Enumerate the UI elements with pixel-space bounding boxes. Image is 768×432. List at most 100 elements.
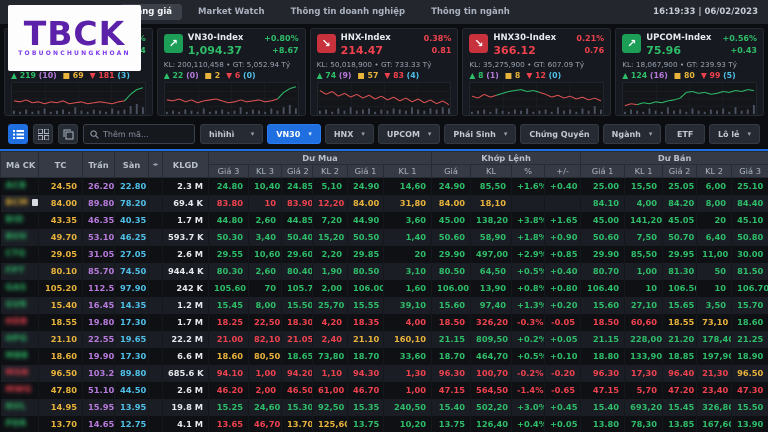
symbol-label: MBB xyxy=(5,351,29,361)
cell: 27,10 xyxy=(624,296,664,314)
index-card-upcom-index[interactable]: ↗ UPCOM-Index 75.96 +0.56% +0.43 KL: 18,067,9… xyxy=(615,28,764,116)
grid-icon xyxy=(37,128,49,140)
filter-chứng-quyền[interactable]: Chứng Quyền xyxy=(520,124,599,144)
ticker-search[interactable] xyxy=(83,124,195,144)
cell: 13.80 xyxy=(580,415,626,432)
symbol-cell[interactable]: HDB xyxy=(0,313,39,331)
index-card-hnx30-index[interactable]: ↘ HNX30-Index 366.12 0.21% 0.76 KL: 35,275,90… xyxy=(462,28,612,116)
cell: 33,60 xyxy=(383,347,433,365)
table-row-nvl[interactable]: NVL 14.95 15.95 13.95 19.8 M 15.25 24,60 15.30 9… xyxy=(0,398,768,416)
cell: 19.8 M xyxy=(162,398,209,416)
symbol-cell[interactable]: BID xyxy=(0,211,39,229)
table-row-pdr[interactable]: PDR 13.70 14.65 12.75 4.1 M 13.65 46,70 13.70 12… xyxy=(0,415,768,432)
cell: 94.20 xyxy=(281,364,313,382)
filter-vn30[interactable]: VN30 ▾ xyxy=(267,124,321,144)
cell: -0.05 xyxy=(544,313,582,331)
symbol-cell[interactable]: MBB xyxy=(0,347,39,365)
column-splitter[interactable]: ◂▸ xyxy=(148,151,163,178)
cell: 24.90 xyxy=(431,177,472,195)
cell: 84.10 xyxy=(580,194,626,212)
cell: 47.15 xyxy=(580,381,626,399)
tab-thông-tin-ngành[interactable]: Thông tin ngành xyxy=(431,7,510,17)
splitter-cell xyxy=(148,262,163,280)
table-row-ctg[interactable]: CTG 29.05 31.05 27.05 2.6 M 29.55 10,60 29.60 2,… xyxy=(0,245,768,263)
filter-etf[interactable]: ETF xyxy=(665,124,705,144)
table-row-bcm[interactable]: BCM 84.00 89.80 78.20 69.4 K 83.80 10 83.90 12,2… xyxy=(0,194,768,212)
table-row-bid[interactable]: BID 43.35 46.35 40.35 1.7 M 44.80 2,60 44.85 7,2… xyxy=(0,211,768,229)
table-row-hpg[interactable]: HPG 21.10 22.55 19.65 22.2 M 21.00 82,10 21.05 2… xyxy=(0,330,768,348)
index-card-hnx-index[interactable]: ↘ HNX-Index 214.47 0.38% 0.81 KL: 50,018,900 … xyxy=(309,28,459,116)
symbol-cell[interactable]: FPT xyxy=(0,262,39,280)
symbol-cell[interactable]: PDR xyxy=(0,415,39,432)
list-view-button[interactable] xyxy=(8,124,28,144)
symbol-cell[interactable]: ACB xyxy=(0,177,39,195)
index-change-abs: +8.67 xyxy=(272,46,299,55)
symbol-cell[interactable]: BVH xyxy=(0,228,39,246)
filter-label: UPCOM xyxy=(386,129,420,139)
symbol-cell[interactable]: MWG xyxy=(0,381,39,399)
cell: 83.80 xyxy=(208,194,249,212)
cell: -0.65 xyxy=(544,381,582,399)
cell: 693,20 xyxy=(624,398,664,416)
cell: 126,40 xyxy=(470,415,513,432)
tab-thông-tin-doanh-nghiệp[interactable]: Thông tin doanh nghiệp xyxy=(290,7,406,17)
cell: 944.4 K xyxy=(162,262,209,280)
splitter-cell xyxy=(148,330,163,348)
cell: 29.05 xyxy=(38,245,83,263)
symbol-cell[interactable]: GAS xyxy=(0,279,39,297)
cell: 78,30 xyxy=(624,415,664,432)
unchanged-count: ■ 69 xyxy=(62,71,84,80)
table-row-mwg[interactable]: MWG 47.80 51.10 44.50 2.6 M 46.20 2,00 46.50 61,… xyxy=(0,381,768,399)
table-row-bvh[interactable]: BVH 49.70 53.10 46.25 593.7 K 50.30 3,40 50.40 1… xyxy=(0,228,768,246)
symbol-cell[interactable]: NVL xyxy=(0,398,39,416)
table-row-hdb[interactable]: HDB 18.55 19.80 17.30 1.7 M 18.25 22,50 18.30 4,… xyxy=(0,313,768,331)
cell: 45.10 xyxy=(731,211,768,229)
table-row-gvr[interactable]: GVR 15.40 16.45 14.35 1.2 M 15.45 8,00 15.50 25,… xyxy=(0,296,768,314)
trend-up-icon: ↗ xyxy=(622,34,642,53)
cell: 18.80 xyxy=(580,347,626,365)
table-row-acb[interactable]: ACB 24.50 26.20 22.80 2.3 M 24.80 10,40 24.85 5,… xyxy=(0,177,768,195)
filter-phái-sinh[interactable]: Phái Sinh ▾ xyxy=(444,124,517,144)
symbol-cell[interactable]: MSN xyxy=(0,364,39,382)
filter-lô-lẻ[interactable]: Lô lẻ ▾ xyxy=(708,124,760,144)
search-input[interactable] xyxy=(103,129,183,139)
filter-ngành[interactable]: Ngành ▾ xyxy=(602,124,662,144)
splitter-cell xyxy=(148,398,163,416)
cell: 5,70 xyxy=(624,381,664,399)
decliners-count: ▼ 181 xyxy=(89,71,118,80)
decliners-count: ▼ 99 xyxy=(700,71,724,80)
cell: 24.80 xyxy=(208,177,249,195)
table-row-fpt[interactable]: FPT 80.10 85.70 74.50 944.4 K 80.30 2,60 80.40 1… xyxy=(0,262,768,280)
grid-view-button[interactable] xyxy=(33,124,53,144)
cell: 125,60 xyxy=(312,415,348,432)
cell: 96.50 xyxy=(38,364,83,382)
tab-market-watch[interactable]: Market Watch xyxy=(198,7,265,17)
symbol-cell[interactable]: GVR xyxy=(0,296,39,314)
filter-upcom[interactable]: UPCOM ▾ xyxy=(377,124,441,144)
symbol-cell[interactable]: BCM xyxy=(0,194,39,212)
cell: 106.70 xyxy=(731,279,768,297)
symbol-label: BCM xyxy=(5,198,29,208)
cell: 18.70 xyxy=(347,347,384,365)
cell: 96.40 xyxy=(662,364,698,382)
cell: 18.60 xyxy=(208,347,249,365)
filter-hìhìhì[interactable]: hìhìhì ▾ xyxy=(200,124,264,144)
cell: 502,20 xyxy=(470,398,513,416)
trend-down-icon: ↘ xyxy=(469,34,489,53)
cell: 24.85 xyxy=(281,177,313,195)
market-breadth: ▲ 74 (9) ■ 57 ▼ 83 (4) xyxy=(317,71,452,80)
cell: 29.90 xyxy=(580,245,626,263)
duplicate-layout-button[interactable] xyxy=(58,124,78,144)
table-row-mbb[interactable]: MBB 18.60 19.90 17.30 6.6 M 18.60 80,50 18.65 73… xyxy=(0,347,768,365)
floor-count: (0) xyxy=(243,71,256,80)
index-card-vn30-index[interactable]: ↗ VN30-Index 1,094.37 +0.80% +8.67 KL: 200,11… xyxy=(156,28,306,116)
cell: 2,00 xyxy=(312,279,348,297)
symbol-cell[interactable]: HPG xyxy=(0,330,39,348)
symbol-cell[interactable]: CTG xyxy=(0,245,39,263)
cell: +0.05 xyxy=(544,330,582,348)
cell: 18.85 xyxy=(662,347,698,365)
filter-hnx[interactable]: HNX ▾ xyxy=(324,124,374,144)
cell: 14.65 xyxy=(82,415,115,432)
